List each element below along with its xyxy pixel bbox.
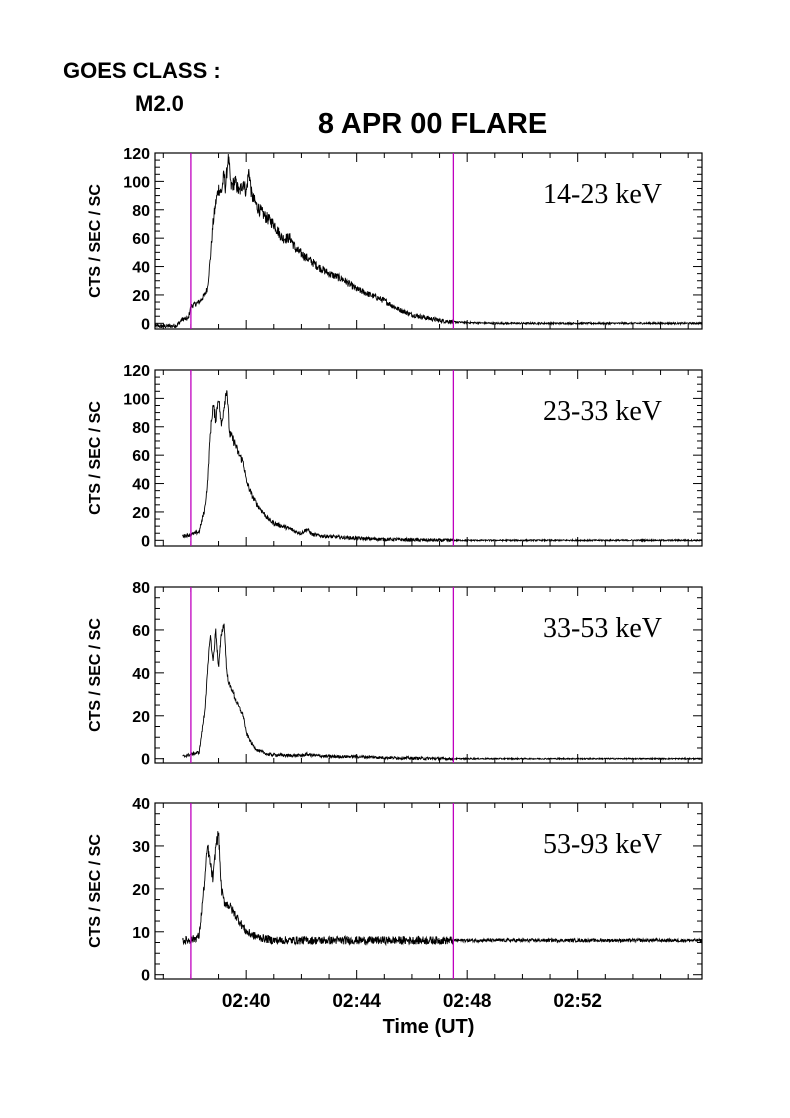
goes-class-value: M2.0 <box>135 91 184 116</box>
energy-band-label: 14-23 keV <box>543 179 662 210</box>
y-tick-label: 10 <box>132 925 150 942</box>
y-tick-label: 60 <box>132 448 150 465</box>
goes-class-label: GOES CLASS : <box>63 58 221 83</box>
x-tick-label: 02:40 <box>222 991 271 1012</box>
y-tick-label: 120 <box>123 146 150 163</box>
y-tick-label: 0 <box>141 316 150 333</box>
y-tick-label: 0 <box>141 968 150 985</box>
x-axis-title: Time (UT) <box>383 1016 475 1038</box>
panel-frame <box>154 802 703 980</box>
y-tick-label: 60 <box>132 623 150 640</box>
y-tick-label: 40 <box>132 260 150 277</box>
panel-frame <box>154 152 703 330</box>
y-tick-label: 120 <box>123 363 150 380</box>
y-tick-label: 100 <box>123 174 150 191</box>
y-tick-label: 80 <box>132 580 150 597</box>
x-tick-label: 02:48 <box>443 991 492 1012</box>
energy-band-label: 53-93 keV <box>543 829 662 860</box>
y-axis-title: CTS / SEC / SC <box>87 834 104 948</box>
y-tick-label: 80 <box>132 203 150 220</box>
y-tick-label: 60 <box>132 231 150 248</box>
energy-band-label: 23-33 keV <box>543 396 662 427</box>
light-curve <box>182 623 703 762</box>
light-curve <box>182 390 703 543</box>
panel-frame <box>154 586 703 764</box>
light-curve <box>154 153 703 329</box>
y-tick-label: 0 <box>141 752 150 769</box>
y-tick-label: 0 <box>141 533 150 550</box>
light-curve <box>182 831 703 947</box>
y-axis-title: CTS / SEC / SC <box>87 184 104 298</box>
y-tick-label: 20 <box>132 505 150 522</box>
y-axis-title: CTS / SEC / SC <box>87 618 104 732</box>
energy-band-label: 33-53 keV <box>543 613 662 644</box>
y-tick-label: 80 <box>132 420 150 437</box>
y-tick-label: 30 <box>132 839 150 856</box>
y-tick-label: 40 <box>132 666 150 683</box>
y-tick-label: 20 <box>132 882 150 899</box>
panel-frame <box>154 369 703 547</box>
x-tick-label: 02:52 <box>553 991 602 1012</box>
x-tick-label: 02:44 <box>332 991 381 1012</box>
y-axis-title: CTS / SEC / SC <box>87 401 104 515</box>
y-tick-label: 40 <box>132 477 150 494</box>
y-tick-label: 40 <box>132 796 150 813</box>
y-tick-label: 100 <box>123 391 150 408</box>
y-tick-label: 20 <box>132 288 150 305</box>
y-tick-label: 20 <box>132 709 150 726</box>
chart-title: 8 APR 00 FLARE <box>317 108 548 140</box>
